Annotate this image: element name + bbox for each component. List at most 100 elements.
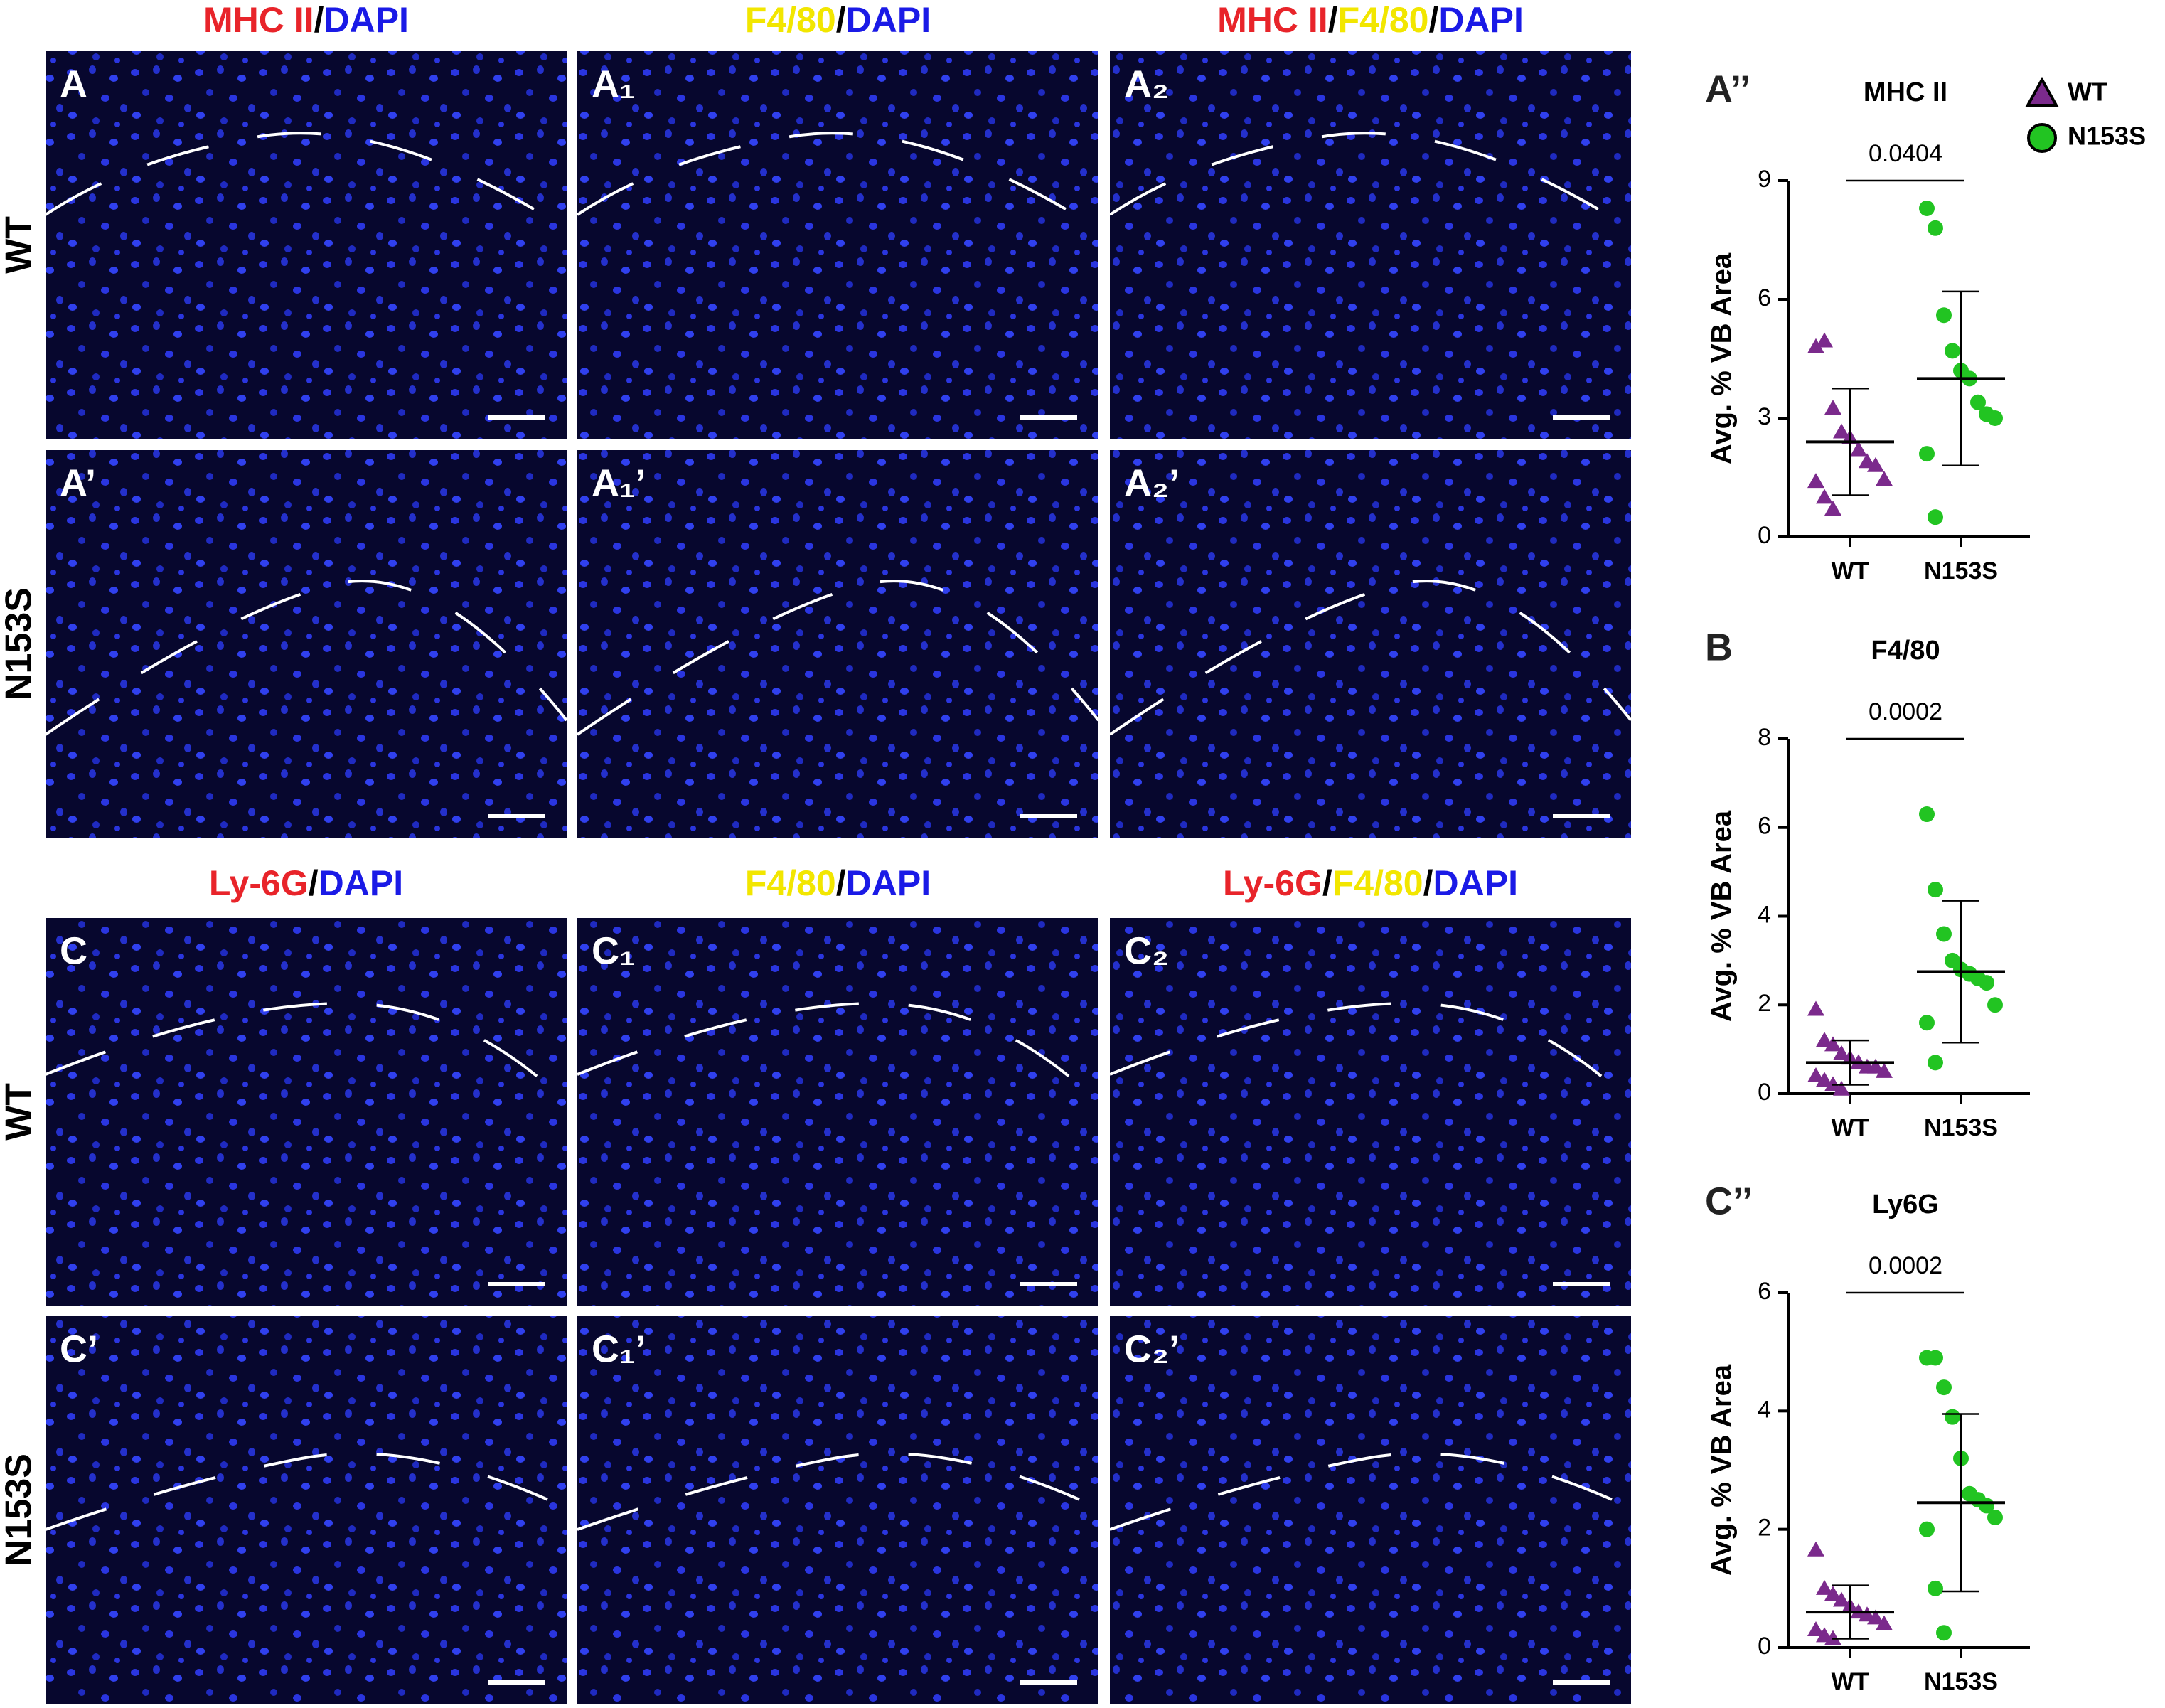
y-tick-label: 0 [1758,522,1771,549]
data-point [1816,332,1833,348]
column-header: F4/80/DAPI [745,863,931,903]
data-point [1987,1510,2003,1526]
y-tick-label: 8 [1758,724,1771,751]
header-part: MHC II [1217,0,1328,40]
data-point [1919,200,1935,216]
data-point [1833,1080,1850,1096]
header-part: DAPI [319,863,403,903]
column-header: Ly-6G/DAPI [209,863,403,903]
data-point [1824,1586,1841,1601]
data-point [1850,441,1867,457]
data-point [1919,1015,1935,1031]
data-point [1919,1521,1935,1537]
data-point [1807,1067,1824,1083]
micrograph [1110,918,1631,1306]
micrograph [1110,51,1631,439]
chart-title: F4/80 [1871,636,1940,666]
panel-label: A’ [60,461,96,504]
data-point [1807,1000,1824,1016]
panel-label: A₂’ [1124,461,1180,504]
boundary-line [1109,1452,1632,1531]
p-value: 0.0404 [1869,140,1942,167]
chart-title: Ly6G [1872,1190,1939,1219]
panel-label: C₂ [1124,929,1169,972]
header-part: / [309,863,319,903]
y-tick-label: 6 [1758,284,1771,311]
panel-label: C’’ [1705,1180,1753,1222]
data-point [1867,457,1884,472]
data-point [1824,1076,1841,1091]
data-point [1867,1609,1884,1625]
data-point [1816,489,1833,504]
data-point [1928,882,1943,898]
column-header: MHC II/F4/80/DAPI [1217,0,1524,40]
panel-label: A₁’ [592,461,646,504]
legend-marker [2027,123,2057,153]
data-point [1876,471,1893,486]
panel-label: A’’ [1705,68,1750,110]
boundary-line [576,132,1100,230]
y-axis-label: Avg. % VB Area [1706,1364,1738,1576]
row-label: N153S [0,587,40,700]
data-point [1936,1379,1952,1396]
row-label: WT [0,1083,40,1141]
p-value: 0.0002 [1869,698,1942,725]
boundary-line [44,132,568,230]
boundary-line [1108,580,1632,736]
y-tick-label: 6 [1758,1278,1771,1305]
row-label: N153S [0,1453,40,1566]
header-part: DAPI [846,0,931,40]
panel-label: A₂ [1124,63,1169,105]
header-part: Ly-6G [1223,863,1322,903]
data-point [1936,1625,1952,1641]
data-point [1807,1621,1824,1637]
column-header: F4/80/DAPI [745,0,931,40]
y-tick-label: 6 [1758,813,1771,840]
data-point [1833,423,1850,439]
column-header: MHC II/DAPI [203,0,409,40]
data-point [1928,1350,1943,1366]
y-tick-label: 4 [1758,901,1771,928]
p-value: 0.0002 [1869,1252,1942,1279]
header-part: / [1328,0,1338,40]
data-point [1807,338,1824,353]
data-point [1987,997,2003,1013]
x-tick-label: N153S [1924,557,1998,585]
micrograph [577,1316,1098,1704]
header-part: / [836,0,846,40]
y-tick-label: 0 [1758,1079,1771,1106]
data-point [1945,1409,1960,1425]
micrograph [46,918,567,1306]
legend-marker [2025,76,2059,107]
header-part: / [1428,0,1438,40]
y-axis-label: Avg. % VB Area [1706,810,1738,1022]
data-point [1928,1580,1943,1596]
data-point [1928,509,1943,525]
header-part: / [836,863,846,903]
header-part: / [1423,863,1433,903]
y-axis-label: Avg. % VB Area [1706,252,1738,464]
data-point [1824,1036,1841,1052]
data-point [1816,1579,1833,1595]
panel-label: B [1705,626,1733,668]
header-part: DAPI [1433,863,1518,903]
micrograph [46,450,567,838]
data-point [1859,453,1876,469]
data-point [1807,473,1824,489]
header-part: / [314,0,324,40]
data-point [1928,220,1943,236]
y-tick-label: 0 [1758,1633,1771,1660]
y-tick-label: 2 [1758,990,1771,1017]
boundary-line [577,1452,1099,1531]
data-point [1970,394,1986,410]
boundary-line [44,580,568,736]
data-point [1833,1591,1850,1607]
header-part: MHC II [203,0,314,40]
data-point [1936,307,1952,324]
data-point [1867,1058,1884,1074]
micrograph [577,450,1098,838]
data-point [1979,975,1994,991]
boundary-line [1108,132,1632,230]
data-point [1807,1541,1824,1557]
